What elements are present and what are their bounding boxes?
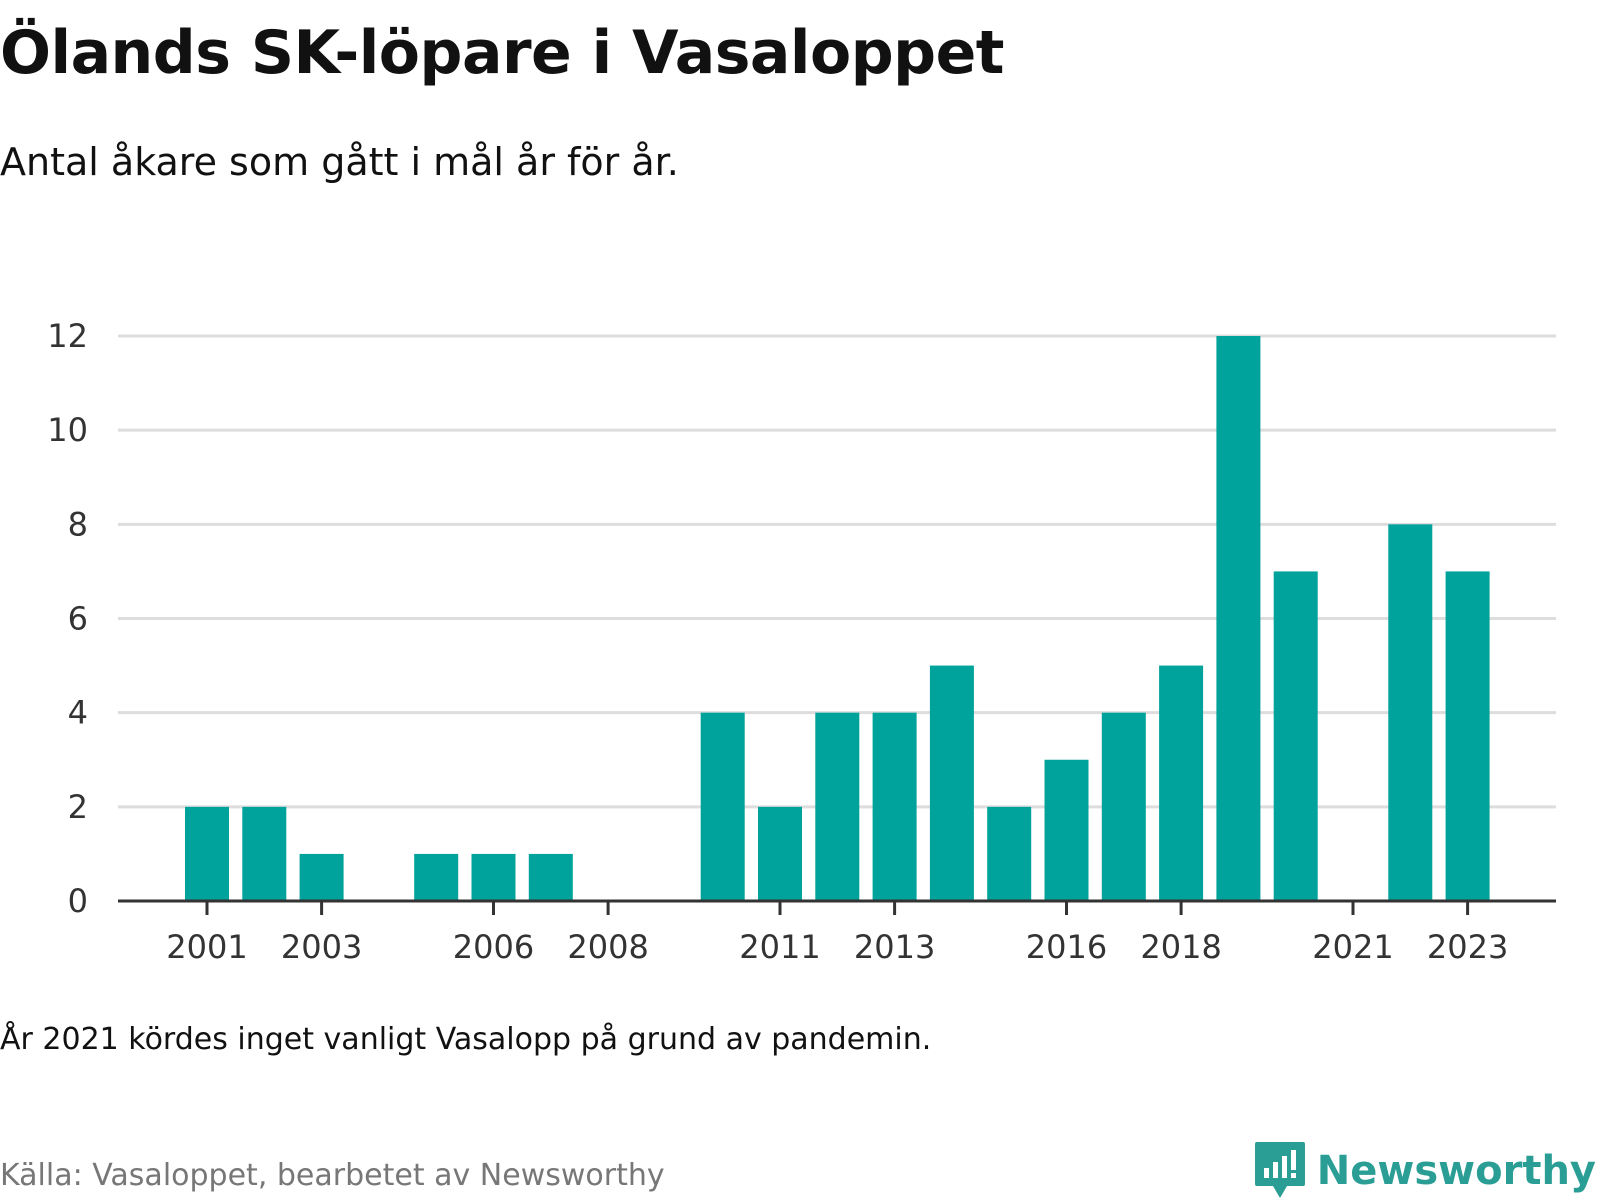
bar-2002 [242, 806, 287, 901]
bar-2013 [872, 712, 917, 901]
bar-2001 [185, 806, 229, 901]
x-tick-label: 2003 [281, 928, 362, 966]
bar-2023 [1445, 571, 1490, 901]
bar-2006 [471, 853, 516, 901]
bar-2015 [987, 806, 1032, 901]
source-credit: Källa: Vasaloppet, bearbetet av Newswort… [0, 1158, 665, 1193]
bar-2007 [528, 853, 573, 901]
chart-title: Ölands SK-löpare i Vasaloppet [0, 18, 1004, 88]
x-axis-tick-labels: 2001 2003 2006 2008 2011 2013 2016 2018 2021 2023 [166, 928, 1508, 966]
y-tick-label: 6 [68, 600, 88, 638]
bar-2014 [929, 665, 974, 901]
bars [185, 336, 1490, 901]
x-tick-label: 2001 [166, 928, 247, 966]
bar-2020 [1273, 571, 1318, 901]
y-tick-label: 2 [68, 788, 88, 826]
x-tick-label: 2011 [739, 928, 820, 966]
x-tick-label: 2018 [1140, 928, 1221, 966]
y-tick-label: 4 [68, 694, 88, 732]
bar-2022 [1388, 524, 1433, 901]
x-tick-label: 2021 [1312, 928, 1393, 966]
bar-chart-logo-icon [1254, 1142, 1305, 1198]
bar-2019 [1216, 336, 1261, 901]
chart-subtitle: Antal åkare som gått i mål år för år. [0, 140, 679, 184]
bar-2011 [758, 806, 802, 901]
y-tick-label: 0 [68, 882, 88, 920]
bar-2003 [299, 853, 344, 901]
bar-2018 [1159, 665, 1204, 901]
bar-2012 [815, 712, 860, 901]
y-axis-tick-labels: 0 2 4 6 8 10 12 [47, 317, 88, 920]
x-tick-label: 2013 [854, 928, 935, 966]
x-tick-label: 2016 [1026, 928, 1107, 966]
bar-2016 [1044, 759, 1089, 901]
newsworthy-logo: Newsworthy [1253, 1140, 1596, 1202]
footnote: År 2021 kördes inget vanligt Vasalopp på… [0, 1022, 932, 1057]
bar-2017 [1101, 712, 1146, 901]
y-tick-label: 10 [47, 411, 88, 449]
x-tick-label: 2006 [453, 928, 534, 966]
brand-name: Newsworthy [1316, 1148, 1596, 1194]
bar-2005 [414, 853, 459, 901]
x-tick-label: 2008 [567, 928, 648, 966]
x-tick-label: 2023 [1427, 928, 1508, 966]
x-axis [118, 899, 1556, 915]
bar-2010 [700, 712, 745, 901]
y-tick-label: 12 [47, 317, 88, 355]
y-tick-label: 8 [68, 505, 88, 543]
